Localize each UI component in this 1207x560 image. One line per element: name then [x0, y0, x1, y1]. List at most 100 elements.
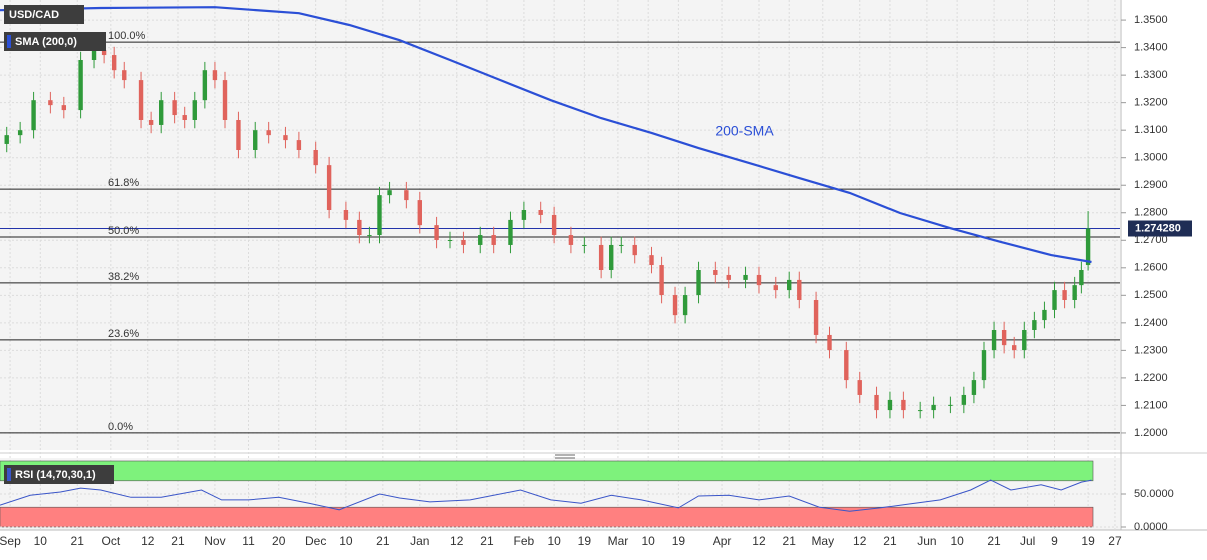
y-tick-label: 0.0000 — [1134, 521, 1168, 533]
candle-body — [434, 225, 439, 240]
candle-body — [478, 235, 483, 245]
y-tick-label: 1.2600 — [1134, 262, 1168, 274]
candle-body — [182, 115, 187, 120]
candle-body — [991, 330, 997, 351]
x-tick-label: May — [811, 534, 834, 548]
legend-swatch — [7, 35, 11, 48]
candle-body — [649, 255, 654, 266]
candle-body — [377, 195, 382, 236]
candle-body — [202, 70, 208, 101]
x-tick-label: 21 — [171, 534, 185, 548]
legend-box — [4, 465, 114, 484]
candle-body — [521, 210, 527, 220]
candle-body — [296, 140, 302, 150]
candle-body — [447, 240, 453, 241]
candle-body — [91, 50, 97, 60]
marks — [0, 6, 1120, 512]
x-tick-label: Dec — [305, 534, 326, 548]
x-tick-label: 21 — [480, 534, 494, 548]
x-tick-label: 21 — [71, 534, 85, 548]
rsi-band — [0, 460, 1094, 482]
candle-body — [461, 240, 466, 245]
candle-body — [326, 165, 332, 210]
candle-body — [148, 120, 154, 125]
chart-title: USD/CAD — [9, 9, 59, 21]
y-tick-label: 1.3400 — [1134, 42, 1168, 54]
x-tick-label: 9 — [1051, 534, 1058, 548]
candle-body — [713, 270, 718, 275]
x-tick-label: 19 — [1081, 534, 1095, 548]
y-tick-label: 1.2200 — [1134, 372, 1168, 384]
candle-body — [1085, 228, 1091, 266]
legend-label: RSI (14,70,30,1) — [15, 469, 96, 481]
candle-body — [266, 130, 271, 136]
title-box — [4, 5, 84, 24]
candle-body — [1001, 330, 1007, 346]
x-tick-label: 12 — [752, 534, 766, 548]
candle-body — [696, 270, 701, 296]
y-tick-label: 1.3300 — [1134, 69, 1168, 81]
candle-body — [367, 235, 372, 237]
candle-body — [78, 60, 83, 111]
legend-label: SMA (200,0) — [15, 36, 77, 48]
candle-body — [971, 380, 977, 395]
candle-body — [1072, 285, 1077, 300]
candle-body — [387, 190, 392, 196]
plot-background — [0, 0, 1120, 450]
x-tick-label: 19 — [578, 534, 592, 548]
candle-body — [582, 244, 587, 246]
x-tick-label: 10 — [950, 534, 964, 548]
fib-label: 50.0% — [108, 225, 139, 237]
candle-body — [672, 295, 678, 316]
candle-body — [874, 394, 879, 411]
candle-body — [1079, 270, 1084, 286]
resize-handle[interactable] — [555, 454, 575, 459]
candle-body — [813, 300, 819, 335]
candle-body — [4, 135, 9, 144]
legend-swatch — [7, 468, 11, 481]
candle-body — [417, 200, 422, 226]
x-tick-label: 12 — [141, 534, 155, 548]
candle-body — [756, 274, 762, 286]
candle-body — [1022, 330, 1027, 351]
candle-body — [1042, 309, 1047, 321]
x-tick-label: 10 — [547, 534, 561, 548]
candle-body — [31, 100, 36, 131]
last-price-label: 1.274280 — [1135, 222, 1181, 234]
candle-body — [659, 265, 664, 296]
candle-body — [568, 235, 574, 245]
legend-box — [4, 32, 106, 51]
x-tick-label: 27 — [1108, 534, 1122, 548]
candle-body — [726, 274, 731, 280]
candle-body — [101, 50, 107, 56]
candle-body — [1032, 320, 1037, 330]
x-tick-label: 12 — [450, 534, 464, 548]
candle-body — [901, 399, 906, 411]
candle-body — [632, 244, 637, 256]
candle-body — [857, 380, 862, 395]
candle-body — [48, 100, 53, 106]
labels: USD/CAD SMA (200,0) RSI (14,70,30,1) Sep… — [0, 5, 1192, 548]
rsi-band — [0, 506, 1094, 528]
candle-body — [917, 410, 923, 412]
x-tick-label: Jan — [410, 534, 429, 548]
fib-label: 23.6% — [108, 328, 139, 340]
candle-body — [827, 334, 832, 351]
candle-body — [787, 279, 792, 291]
candle-body — [619, 244, 624, 246]
y-tick-label: 1.3100 — [1134, 124, 1168, 136]
y-tick-label: 1.3500 — [1134, 14, 1168, 26]
y-tick-label: 1.2800 — [1134, 207, 1168, 219]
y-tick-label: 1.3200 — [1134, 97, 1168, 109]
y-tick-label: 1.2900 — [1134, 179, 1168, 191]
candle-body — [538, 210, 543, 215]
x-tick-label: Feb — [514, 534, 535, 548]
y-tick-label: 1.2500 — [1134, 289, 1168, 301]
x-tick-label: 20 — [272, 534, 286, 548]
x-tick-label: Sep — [0, 534, 21, 548]
x-tick-label: 10 — [339, 534, 353, 548]
candle-body — [404, 190, 409, 201]
fib-label: 100.0% — [108, 30, 146, 42]
x-tick-label: 19 — [672, 534, 686, 548]
